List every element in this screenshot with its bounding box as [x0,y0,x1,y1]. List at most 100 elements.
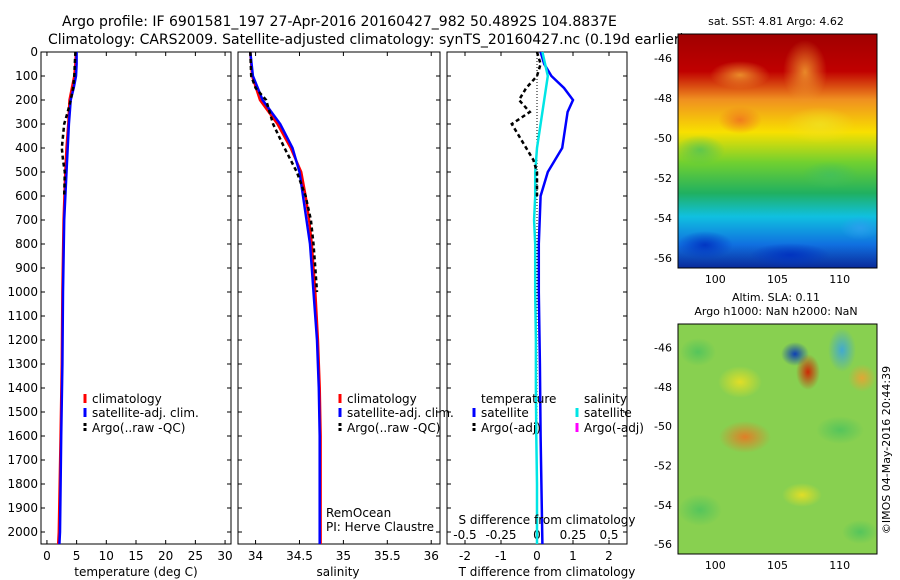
temperature-x-tick-label: 0 [43,549,51,563]
legend-argo-label: Argo(..raw -QC) [92,421,185,435]
temperature-series-satellite-adj-clim [58,52,78,545]
sst-map-lat-tick-label: -50 [654,132,672,145]
salinity-series-satellite-adj-clim [249,51,321,544]
legend-temperature-title: temperature [481,392,556,406]
sst-map-lon-tick-label: 110 [829,273,850,286]
salinity-x-tick-label: 34.5 [286,549,313,563]
legend-s-satellite-label: satellite [584,406,632,420]
difference-x-tick-label: 0 [533,549,541,563]
temperature-x-tick-label: 5 [73,549,81,563]
s-difference-tick-label: -0.5 [453,528,476,542]
legend-t-argo-label: Argo(-adj) [481,421,541,435]
depth-tick-label: 0 [30,45,38,59]
temperature-x-tick-label: 30 [217,549,232,563]
sla-map-lat-tick-label: -56 [654,538,672,551]
sla-map-lat-tick-label: -50 [654,420,672,433]
s-difference-tick-label: 0.5 [599,528,618,542]
depth-tick-label: 100 [15,69,38,83]
sst-map-title: sat. SST: 4.81 Argo: 4.62 [708,15,844,28]
s-difference-tick-label: -0.25 [485,528,516,542]
sst-map-lat-tick-label: -46 [654,52,672,65]
difference-series-salinity-satellite [532,51,550,544]
salinity-x-tick-label: 36 [424,549,439,563]
s-difference-tick-label: 0.25 [560,528,587,542]
temperature-x-tick-label: 25 [188,549,203,563]
imos-credit: ©IMOS 04-May-2016 20:44:39 [880,366,893,534]
legend-satellite-label: satellite-adj. clim. [92,406,199,420]
sla-map-lon-tick-label: 105 [767,559,788,572]
depth-tick-label: 1700 [7,453,38,467]
sst-map-lat-tick-label: -48 [654,92,672,105]
sla-map-lat-tick-label: -54 [654,499,672,512]
salinity-x-tick-label: 34 [248,549,263,563]
sla-map-frame [677,323,878,555]
depth-tick-label: 400 [15,141,38,155]
sla-map-title-2: Argo h1000: NaN h2000: NaN [694,305,857,318]
depth-tick-label: 1800 [7,477,38,491]
sla-map-lat-tick-label: -52 [654,460,672,473]
salinity-plot-frame [237,51,441,545]
sla-map-lat-tick-label: -46 [654,342,672,355]
sla-map-lat-tick-label: -48 [654,381,672,394]
legend-argo-label: Argo(..raw -QC) [347,421,440,435]
depth-tick-label: 200 [15,93,38,107]
salinity-axis-label: salinity [316,565,359,579]
salinity-legend: climatology satellite-adj. clim. Argo(..… [338,392,454,435]
difference-legend: temperature salinity satellite Argo(-adj… [472,392,644,435]
sla-map [678,324,877,554]
salinity-series-climatology [249,51,322,544]
temperature-x-tick-label: 10 [99,549,114,563]
header-line-1: Argo profile: IF 6901581_197 27-Apr-2016… [62,14,617,30]
depth-tick-label: 1300 [7,357,38,371]
profile-lines-layer [56,51,575,545]
depth-tick-label: 1900 [7,501,38,515]
difference-x-tick-label: -2 [459,549,471,563]
temperature-series-argo-raw-qc [60,51,77,197]
header-line-2: Climatology: CARS2009. Satellite-adjuste… [48,32,685,48]
t-difference-axis-label: T difference from climatology [458,565,636,579]
sst-map-lat-tick-label: -56 [654,252,672,265]
remark-line-1: RemOcean [326,506,391,520]
sla-map-lon-tick-label: 110 [829,559,850,572]
difference-series-temperature-satellite [537,51,575,545]
sla-map-title-1: Altim. SLA: 0.11 [732,291,820,304]
temperature-legend: climatology satellite-adj. clim. Argo(..… [83,392,199,435]
sst-map [678,34,877,268]
legend-climatology-label: climatology [92,392,162,406]
legend-s-argo-label: Argo(-adj) [584,421,644,435]
salinity-x-tick-label: 35.5 [374,549,401,563]
sst-map-lat-tick-label: -54 [654,212,672,225]
depth-tick-label: 1500 [7,405,38,419]
legend-t-satellite-label: satellite [481,406,529,420]
remark-line-2: PI: Herve Claustre [326,520,434,534]
temperature-x-tick-label: 15 [128,549,143,563]
depth-tick-label: 1100 [7,309,38,323]
depth-tick-label: 1400 [7,381,38,395]
sla-map-lon-tick-label: 100 [705,559,726,572]
legend-salinity-title: salinity [584,392,627,406]
depth-tick-label: 700 [15,213,38,227]
salinity-x-tick-label: 35 [336,549,351,563]
difference-x-tick-label: -1 [495,549,507,563]
legend-climatology-label: climatology [347,392,417,406]
temperature-x-tick-label: 20 [158,549,173,563]
temperature-axis-label: temperature (deg C) [74,565,197,579]
s-difference-axis-label: S difference from climatology [459,513,636,527]
sst-map-lon-tick-label: 100 [705,273,726,286]
depth-tick-label: 800 [15,237,38,251]
depth-tick-label: 2000 [7,525,38,539]
axes-layer: 0100200300400500600700800900100011001200… [7,45,850,572]
difference-series-temperature-argo-adj [510,51,542,196]
salinity-series-argo-raw-qc [249,51,319,293]
sst-map-frame [677,33,878,269]
legend-satellite-label: satellite-adj. clim. [347,406,454,420]
difference-x-tick-label: 1 [569,549,577,563]
sst-map-lat-tick-label: -52 [654,172,672,185]
difference-x-tick-label: 2 [605,549,613,563]
depth-tick-label: 1600 [7,429,38,443]
depth-tick-label: 900 [15,261,38,275]
depth-tick-label: 500 [15,165,38,179]
depth-tick-label: 300 [15,117,38,131]
depth-tick-label: 600 [15,189,38,203]
